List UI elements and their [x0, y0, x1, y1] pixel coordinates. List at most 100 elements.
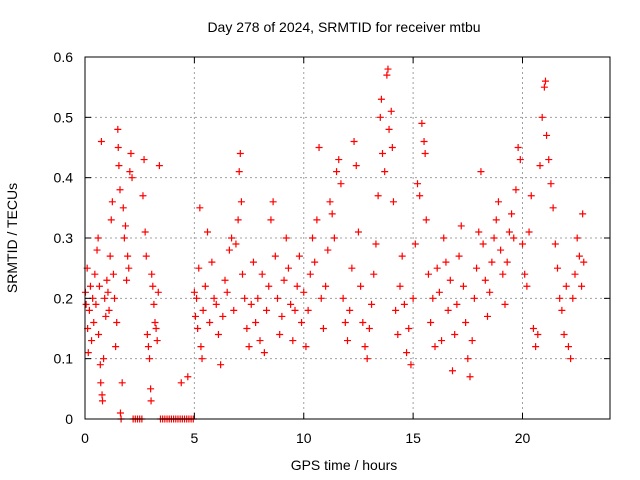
data-point — [368, 300, 376, 308]
data-point — [212, 300, 220, 308]
data-point — [352, 162, 360, 170]
data-point — [108, 198, 116, 206]
data-points — [81, 65, 588, 423]
data-point — [104, 288, 112, 296]
data-point — [196, 204, 204, 212]
grid — [85, 57, 610, 419]
data-point — [538, 113, 546, 121]
data-point — [440, 234, 448, 242]
data-point — [221, 276, 229, 284]
data-point — [258, 270, 266, 278]
data-point — [105, 306, 113, 314]
y-tick-label: 0.3 — [54, 230, 74, 246]
data-point — [228, 234, 236, 242]
data-point — [126, 168, 134, 176]
data-point — [103, 276, 111, 284]
data-point — [115, 162, 123, 170]
data-point — [377, 95, 385, 103]
data-point — [306, 270, 314, 278]
data-point — [125, 264, 133, 272]
data-point — [298, 318, 306, 326]
data-point — [113, 318, 121, 326]
x-tick-label: 20 — [515, 430, 531, 446]
data-point — [427, 318, 435, 326]
data-point — [191, 312, 199, 320]
data-point — [573, 234, 581, 242]
data-point — [455, 252, 463, 260]
data-point — [143, 331, 151, 339]
data-point — [466, 373, 474, 381]
data-point — [505, 228, 513, 236]
data-point — [324, 246, 332, 254]
data-point — [549, 204, 557, 212]
data-point — [97, 379, 105, 387]
data-point — [363, 355, 371, 363]
y-tick-label: 0.4 — [54, 170, 74, 186]
data-point — [184, 373, 192, 381]
data-point — [384, 65, 392, 73]
data-point — [407, 361, 415, 369]
data-point — [385, 125, 393, 133]
data-point — [429, 294, 437, 302]
data-point — [514, 144, 522, 151]
data-point — [387, 107, 395, 115]
data-point — [475, 228, 483, 236]
data-point — [543, 131, 551, 139]
data-point — [106, 252, 114, 260]
data-point — [147, 385, 155, 393]
axis-ticks — [84, 56, 610, 420]
data-point — [148, 270, 156, 278]
data-point — [372, 240, 380, 248]
data-point — [532, 343, 540, 351]
data-point — [337, 180, 345, 188]
data-point — [245, 343, 253, 351]
data-point — [95, 282, 103, 290]
data-point — [93, 246, 101, 254]
data-point — [284, 264, 292, 272]
data-point — [575, 252, 583, 260]
data-point — [144, 343, 152, 351]
data-point — [540, 83, 548, 91]
data-point — [431, 343, 439, 351]
data-point — [140, 156, 148, 164]
data-point — [254, 294, 262, 302]
data-point — [562, 282, 570, 290]
data-point — [309, 234, 316, 242]
data-point — [501, 300, 509, 308]
data-point — [260, 349, 268, 357]
data-point — [459, 282, 467, 290]
data-point — [503, 258, 511, 266]
data-point — [153, 337, 161, 345]
data-point — [92, 300, 100, 308]
data-point — [326, 198, 334, 206]
data-point — [339, 294, 347, 302]
y-tick-label: 0.5 — [54, 109, 74, 125]
data-point — [151, 318, 159, 326]
data-point — [449, 367, 456, 375]
data-point — [446, 276, 454, 284]
data-point — [278, 312, 286, 320]
data-point — [525, 228, 533, 236]
x-tick-label: 10 — [296, 430, 312, 446]
data-point — [370, 270, 378, 278]
data-point — [276, 331, 284, 339]
data-point — [112, 343, 120, 351]
data-point — [204, 228, 211, 236]
data-point — [418, 119, 426, 127]
data-point — [88, 337, 96, 345]
data-point — [492, 216, 500, 224]
data-point — [473, 264, 481, 272]
data-point — [124, 252, 132, 260]
data-point — [116, 186, 124, 194]
data-point — [333, 168, 341, 176]
data-point — [177, 379, 185, 387]
data-point — [142, 252, 150, 260]
data-point — [256, 337, 264, 345]
data-point — [118, 379, 126, 387]
data-point — [444, 306, 452, 314]
data-point — [462, 318, 470, 326]
data-point — [139, 192, 147, 200]
data-point — [468, 337, 476, 345]
data-point — [435, 288, 443, 296]
